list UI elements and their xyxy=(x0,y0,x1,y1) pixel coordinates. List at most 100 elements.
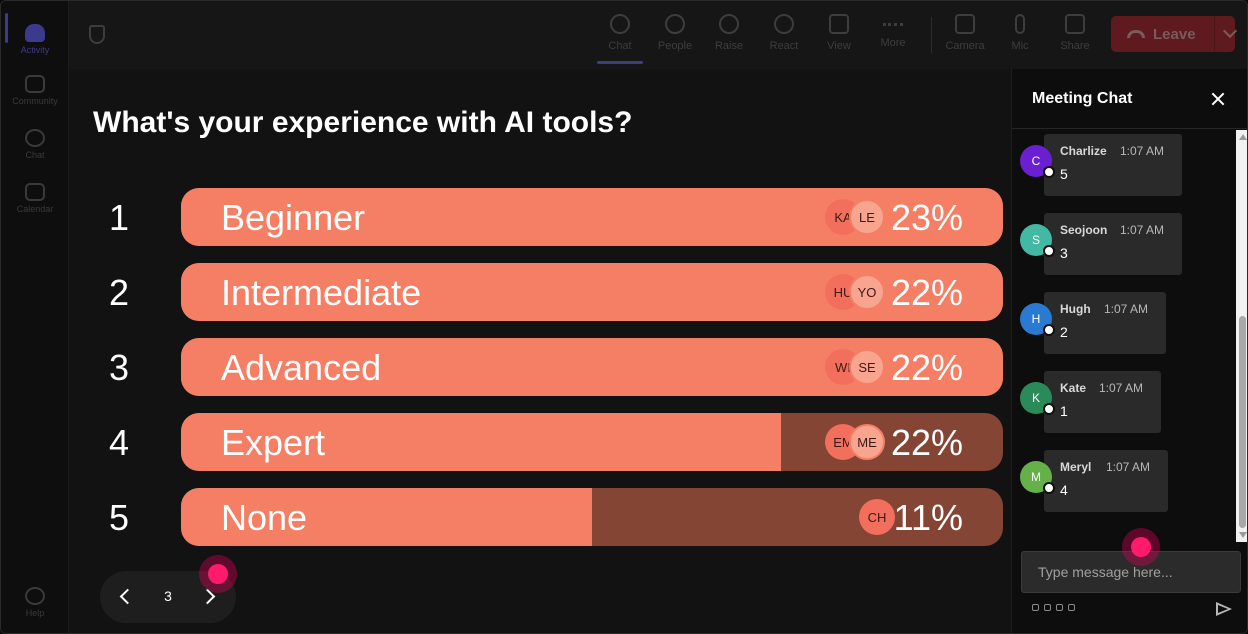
message-bubble: Kate 1:07 AM 1 xyxy=(1044,371,1161,433)
scrollbar-thumb[interactable] xyxy=(1239,316,1246,528)
option-number: 4 xyxy=(109,422,130,463)
poll-option[interactable]: 1 Beginner KA LE 23% xyxy=(69,187,1011,247)
rail-active-indicator xyxy=(5,13,8,43)
voter-avatar: LE xyxy=(849,199,885,235)
message-time: 1:07 AM xyxy=(1104,302,1149,316)
chat-title: Meeting Chat xyxy=(1032,90,1133,107)
rail-item-activity[interactable]: Activity xyxy=(1,14,69,64)
pointer-indicator xyxy=(1122,528,1160,566)
more-button[interactable]: More xyxy=(870,11,916,61)
chat-message: Kate 1:07 AM 1 K xyxy=(1012,369,1236,433)
option-label: None xyxy=(221,497,308,538)
rail-item-label: Help xyxy=(25,607,45,618)
shield-icon[interactable] xyxy=(89,25,105,44)
send-icon[interactable] xyxy=(1216,602,1234,616)
toolbar-divider xyxy=(931,17,932,53)
chat-message: Meryl 1:07 AM 4 M xyxy=(1012,448,1236,512)
message-bubble: Hugh 1:07 AM 2 xyxy=(1044,292,1166,354)
rail-item-label: Calendar xyxy=(16,203,54,214)
option-label: Intermediate xyxy=(221,272,422,313)
message-bubble: Seojoon 1:07 AM 3 xyxy=(1044,213,1182,275)
message-text: 3 xyxy=(1060,245,1068,261)
option-bar: None CH 11% xyxy=(181,488,1003,546)
sender-name: Kate xyxy=(1060,381,1087,395)
chat-bubble-icon xyxy=(610,14,630,34)
gif-icon[interactable] xyxy=(1068,604,1075,611)
poll-stage: What's your experience with AI tools? 1 … xyxy=(69,69,1011,633)
toolbar-button-label: React xyxy=(769,40,799,52)
toolbar-button-label: Camera xyxy=(945,40,985,52)
chat-button[interactable]: Chat xyxy=(597,11,643,64)
option-percent: 22% xyxy=(890,422,963,463)
toolbar-button-label: People xyxy=(657,40,693,52)
option-percent: 22% xyxy=(890,272,963,313)
poll-option[interactable]: 4 Expert EM ME 22% xyxy=(69,412,1011,472)
option-percent: 22% xyxy=(890,347,963,388)
poll-option[interactable]: 2 Intermediate HU YO 22% xyxy=(69,262,1011,322)
option-label: Beginner xyxy=(221,197,366,238)
presence-dot xyxy=(1043,324,1055,336)
rail-item-calendar[interactable]: Calendar xyxy=(1,173,69,223)
message-text: 1 xyxy=(1060,403,1068,419)
poll-option[interactable]: 5 None CH 11% xyxy=(69,487,1011,547)
presence-dot xyxy=(1043,403,1055,415)
option-bar: Expert EM ME 22% xyxy=(181,413,1003,471)
mic-icon xyxy=(1015,14,1025,34)
message-time: 1:07 AM xyxy=(1120,144,1165,158)
scroll-up-arrow-icon[interactable] xyxy=(1239,134,1247,140)
raise-hand-icon xyxy=(719,14,739,34)
calendar-icon xyxy=(25,182,45,201)
leave-divider xyxy=(1213,16,1215,52)
voter-avatar: CH xyxy=(859,499,895,535)
share-button[interactable]: Share xyxy=(1052,11,1098,61)
message-bubble: Meryl 1:07 AM 4 xyxy=(1044,450,1168,512)
hang-up-icon xyxy=(1127,30,1145,38)
presence-dot xyxy=(1043,482,1055,494)
format-icon[interactable] xyxy=(1032,604,1039,611)
toolbar-button-label: More xyxy=(880,37,906,49)
meeting-toolbar: Chat People Raise React View More Camera xyxy=(69,1,1247,69)
chevron-down-icon[interactable] xyxy=(1222,23,1237,39)
attach-icon[interactable] xyxy=(1044,604,1051,611)
people-button[interactable]: People xyxy=(652,11,698,61)
mic-button[interactable]: Mic xyxy=(997,11,1043,61)
rail-item-label: Community xyxy=(12,95,58,106)
rail-item-chat[interactable]: Chat xyxy=(1,119,69,169)
rail-item-label: Activity xyxy=(20,44,50,55)
message-bubble: Charlize 1:07 AM 5 xyxy=(1044,134,1182,196)
chat-message: Charlize 1:07 AM 5 C xyxy=(1012,132,1236,196)
camera-button[interactable]: Camera xyxy=(942,11,988,61)
pointer-indicator xyxy=(199,555,237,593)
format-toolbar xyxy=(1032,604,1075,611)
rail-item-community[interactable]: Community xyxy=(1,65,69,115)
message-time: 1:07 AM xyxy=(1099,381,1144,395)
emoji-icon[interactable] xyxy=(1056,604,1063,611)
voter-avatar: SE xyxy=(849,349,885,385)
option-number: 5 xyxy=(109,497,130,538)
toolbar-button-label: Chat xyxy=(608,40,632,52)
poll-option[interactable]: 3 Advanced WI SE 22% xyxy=(69,337,1011,397)
share-screen-icon xyxy=(1065,14,1085,34)
chat-message: Hugh 1:07 AM 2 H xyxy=(1012,290,1236,354)
react-button[interactable]: React xyxy=(761,11,807,61)
close-icon[interactable] xyxy=(1208,89,1228,109)
scroll-down-arrow-icon[interactable] xyxy=(1239,532,1247,538)
option-percent: 11% xyxy=(893,497,963,538)
raise-hand-button[interactable]: Raise xyxy=(706,11,752,61)
toolbar-button-label: Mic xyxy=(1011,40,1029,52)
leave-button[interactable]: Leave xyxy=(1111,16,1237,52)
rail-item-label: Chat xyxy=(25,149,45,160)
message-text: 2 xyxy=(1060,324,1068,340)
sender-name: Hugh xyxy=(1060,302,1091,316)
chat-scrollbar[interactable] xyxy=(1236,130,1247,542)
sender-name: Charlize xyxy=(1060,144,1107,158)
bell-icon xyxy=(25,23,45,42)
message-text: 4 xyxy=(1060,482,1068,498)
chat-message: Seojoon 1:07 AM 3 S xyxy=(1012,211,1236,275)
view-button[interactable]: View xyxy=(816,11,862,61)
rail-item-help[interactable]: Help xyxy=(1,577,69,627)
option-bar: Advanced WI SE 22% xyxy=(181,338,1003,396)
presence-dot xyxy=(1043,166,1055,178)
toolbar-button-label: Share xyxy=(1060,40,1090,52)
